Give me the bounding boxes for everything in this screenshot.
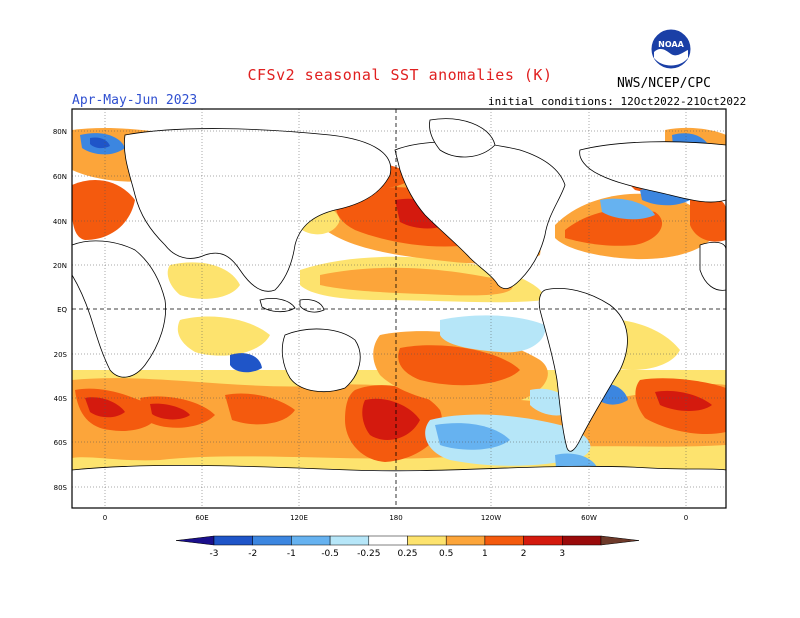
colorbar-segment — [368, 535, 408, 546]
lat-label: 40N — [53, 218, 67, 226]
colorbar-segment — [329, 535, 370, 546]
map-frame — [71, 108, 727, 509]
colorbar-label: -2 — [248, 549, 257, 559]
season-label: Apr-May-Jun 2023 — [72, 93, 198, 108]
lon-label: 60W — [581, 514, 597, 522]
lon-label: 120W — [481, 514, 501, 522]
south-america — [538, 287, 628, 452]
colorbar-segment — [252, 535, 292, 546]
colorbar-segment — [175, 535, 215, 546]
noaa-logo: NOAA — [650, 28, 692, 70]
colorbar-label: 0.25 — [397, 549, 417, 559]
lat-label: EQ — [57, 306, 67, 314]
lat-label: 60N — [53, 173, 67, 181]
graticule — [72, 109, 726, 508]
agency-label: NWS/NCEP/CPC — [617, 76, 711, 91]
lat-label: 80S — [54, 484, 68, 492]
logo-text: NOAA — [658, 40, 684, 49]
colorbar-label: 3 — [559, 549, 565, 559]
lat-label: 60S — [54, 439, 68, 447]
colorbar-segment — [407, 535, 447, 546]
lat-label: 40S — [54, 395, 68, 403]
lon-label: 120E — [290, 514, 308, 522]
colorbar-label: -3 — [210, 549, 219, 559]
lon-label: 0 — [684, 514, 688, 522]
colorbar-segment — [291, 535, 331, 546]
colorbar-segment — [213, 535, 253, 546]
colorbar-segment — [600, 535, 640, 546]
colorbar-label: 0.5 — [439, 549, 453, 559]
colorbar-label: -0.5 — [321, 549, 339, 559]
colorbar-label: 1 — [482, 549, 488, 559]
longitude-labels: 0 60E 120E 180 120W 60W 0 — [103, 514, 688, 522]
eurasia — [123, 128, 392, 292]
colorbar-segment — [523, 535, 563, 546]
land-outlines — [72, 118, 726, 508]
africa — [72, 240, 166, 378]
initial-conditions-label: initial conditions: 12Oct2022-21Oct2022 — [488, 95, 747, 108]
lat-label: 80N — [53, 128, 67, 136]
tropical-pacific-cool-tongue — [440, 315, 546, 353]
colorbar-label: -0.25 — [357, 549, 380, 559]
lat-label: 20N — [53, 262, 67, 270]
lat-label: 20S — [54, 351, 68, 359]
colorbar-label: 2 — [521, 549, 527, 559]
colorbar-segment — [445, 535, 486, 546]
lon-label: 0 — [103, 514, 107, 522]
antarctica — [72, 464, 726, 508]
lon-label: 180 — [389, 514, 402, 522]
chart-title: CFSv2 seasonal SST anomalies (K) — [247, 66, 553, 84]
latitude-labels: 80N 60N 40N 20N EQ 20S 40S 60S 80S — [53, 128, 68, 492]
colorbar-segment — [484, 535, 524, 546]
colorbar-label: -1 — [287, 549, 296, 559]
north-america — [394, 141, 566, 290]
lon-label: 60E — [195, 514, 208, 522]
colorbar-segment — [562, 535, 602, 546]
colorbar: -3 -2 -1 -0.5 -0.25 0.25 0.5 1 2 3 — [175, 535, 640, 559]
equator-dateline — [72, 109, 726, 508]
australia — [281, 328, 361, 393]
